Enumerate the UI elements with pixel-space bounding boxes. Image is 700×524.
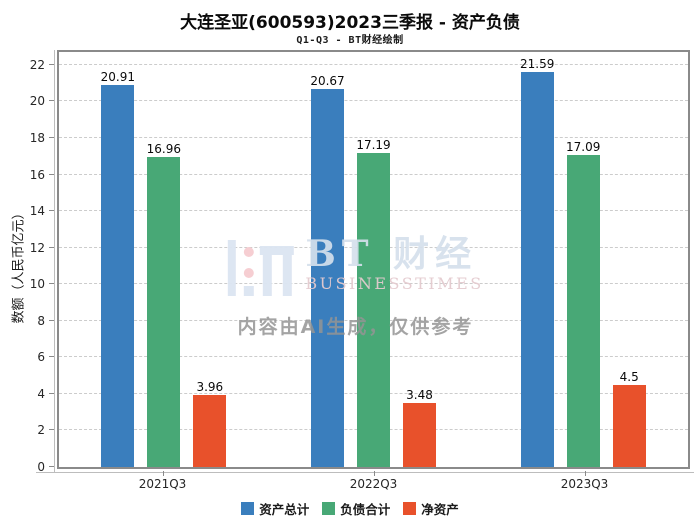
gridline [59,136,688,138]
bar-rect [193,394,227,467]
bar-value-label: 4.5 [619,369,639,384]
y-tick-mark [49,392,54,394]
y-tick-mark [49,246,54,248]
bar-资产总计-2023Q3: 21.59 [520,52,555,467]
x-tick-label-2023Q3: 2023Q3 [560,477,609,491]
bar-rect [357,152,390,467]
bar-value-label: 3.96 [196,379,224,394]
bars-layer: 20.91 16.96 3.96 20.67 17.19 3.48 21.59 17.09 4.… [59,52,688,467]
x-tick-mark [584,471,586,476]
legend-item-资产总计: 资产总计 [241,499,309,518]
legend-swatch-icon [322,502,336,515]
y-tick-mark [49,210,54,212]
y-tick-mark [49,466,54,467]
bar-净资产-2021Q3: 3.96 [193,52,227,467]
y-tick-label: 14 [29,204,45,219]
bar-value-label: 20.91 [100,69,136,84]
y-tick-label: 6 [37,350,45,365]
y-tick-mark [49,100,54,102]
y-tick-label: 12 [29,240,45,255]
bar-value-label: 3.48 [406,388,433,403]
plot-area: 20.91 16.96 3.96 20.67 17.19 3.48 21.59 17.09 4.… [57,50,690,469]
y-tick-label: 0 [37,460,45,474]
x-axis: 2021Q3 2022Q3 2023Q3 [57,469,690,495]
bar-value-label: 20.67 [310,74,345,89]
legend-label: 负债合计 [340,502,391,517]
gridline [59,63,688,65]
y-tick-mark [49,356,54,358]
bar-负债合计-2021Q3: 16.96 [146,52,182,467]
bar-净资产-2023Q3: 4.5 [612,52,646,467]
y-tick-label: 16 [29,167,45,182]
bar-rect [566,154,600,467]
y-tick-mark [49,173,54,175]
legend-label: 资产总计 [259,502,310,517]
y-tick-mark [49,136,54,138]
bar-value-label: 17.09 [566,139,601,154]
bar-rect [520,72,554,467]
chart-subtitle: Q1-Q3 - BT财经绘制 [296,35,404,46]
legend-item-净资产: 净资产 [403,499,459,518]
x-tick-mark [373,471,375,476]
y-tick-label: 18 [29,130,45,145]
bar-负债合计-2022Q3: 17.19 [356,52,391,467]
bar-value-label: 16.96 [146,141,182,156]
bar-净资产-2022Q3: 3.48 [403,52,436,467]
legend-label: 净资产 [421,502,459,517]
x-axis-line [36,472,694,473]
y-tick-mark [49,63,54,65]
y-tick-label: 10 [29,277,45,292]
bar-资产总计-2022Q3: 20.67 [310,52,345,467]
y-tick-mark [49,429,54,431]
y-tick-label: 4 [37,386,45,401]
y-tick-label: 22 [29,57,45,72]
y-tick-mark [49,283,54,285]
bar-group-2022Q3: 20.67 17.19 3.48 [269,52,479,467]
bar-rect [101,84,135,467]
bar-rect [612,384,646,467]
y-tick-label: 2 [37,423,45,438]
x-axis-labels: 2021Q3 2022Q3 2023Q3 [57,477,690,491]
chart-title: 大连圣亚(600593)2023三季报 - 资产负债 [180,13,520,33]
y-tick-label: 8 [37,313,45,328]
x-tick-label-2022Q3: 2022Q3 [349,477,398,491]
legend-swatch-icon [403,502,417,515]
bar-rect [147,156,181,467]
x-tick-mark [162,471,164,476]
y-tick-mark [49,319,54,321]
bar-value-label: 17.19 [356,137,391,152]
y-axis-line [54,50,55,473]
bar-资产总计-2021Q3: 20.91 [100,52,136,467]
x-tick-label-2021Q3: 2021Q3 [138,477,187,491]
bar-rect [403,403,436,467]
legend: 资产总计 负债合计 净资产 [0,499,700,518]
gridline [59,100,688,102]
legend-item-负债合计: 负债合计 [322,499,390,518]
bar-负债合计-2023Q3: 17.09 [566,52,601,467]
bar-value-label: 21.59 [520,57,555,72]
bar-rect [311,89,344,467]
bar-group-2023Q3: 21.59 17.09 4.5 [478,52,688,467]
y-axis-labels: 0 2 4 6 8 10 12 14 16 18 20 22 [0,52,57,474]
legend-swatch-icon [241,502,255,515]
bar-group-2021Q3: 20.91 16.96 3.96 [59,52,269,467]
y-tick-label: 20 [29,94,45,109]
